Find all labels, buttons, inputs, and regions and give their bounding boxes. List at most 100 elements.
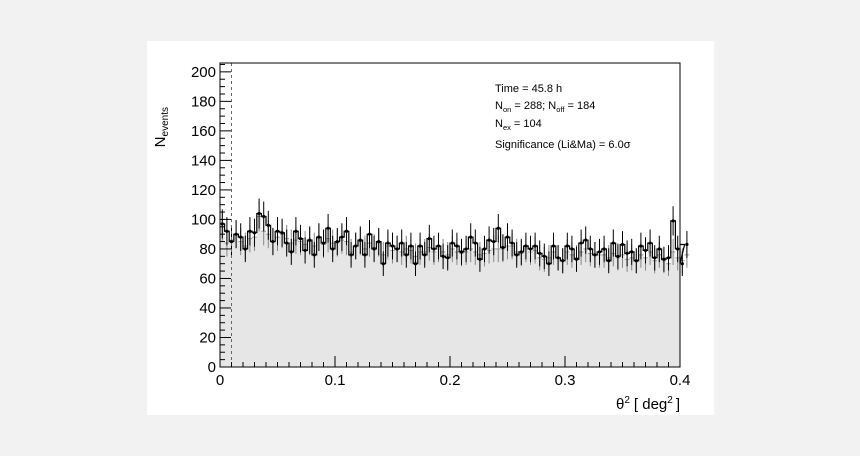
on-data-point <box>538 251 542 255</box>
on-data-point <box>528 247 533 251</box>
on-data-point <box>326 226 330 230</box>
on-data-point <box>409 244 413 248</box>
on-data-point <box>676 247 680 251</box>
on-data-point <box>335 239 339 244</box>
on-data-point <box>312 253 316 257</box>
on-data-point <box>400 241 404 245</box>
on-data-point <box>625 251 629 255</box>
on-data-point <box>349 253 353 257</box>
on-data-point <box>680 262 684 266</box>
on-data-point <box>639 244 643 248</box>
y-tick-label: 200 <box>191 64 216 81</box>
on-data-point <box>436 244 441 248</box>
on-data-point <box>630 250 634 254</box>
on-data-point <box>220 222 224 226</box>
on-data-point <box>358 238 362 242</box>
y-tick-label: 0 <box>208 359 216 376</box>
on-data-point <box>620 242 625 247</box>
on-data-point <box>671 219 675 223</box>
on-data-point <box>588 247 592 251</box>
n-on-off-label: Non = 288; Noff = 184 <box>495 100 595 114</box>
on-data-point <box>473 241 477 245</box>
on-data-point <box>257 211 261 216</box>
on-data-point <box>432 247 436 251</box>
on-data-point <box>280 231 284 235</box>
on-data-point <box>395 247 399 251</box>
statistics-box: Time = 45.8 h Non = 288; Noff = 184 Nex … <box>495 83 631 151</box>
time-label: Time = 45.8 h <box>495 83 562 95</box>
on-data-point <box>533 244 537 248</box>
on-data-point <box>266 223 270 227</box>
on-data-point <box>294 229 298 233</box>
y-tick-label: 140 <box>191 152 216 169</box>
on-data-point <box>418 244 422 248</box>
on-data-point <box>317 235 321 239</box>
on-data-point <box>455 244 459 248</box>
on-data-point <box>390 244 395 248</box>
on-data-point <box>685 242 689 247</box>
on-data-point <box>653 256 657 260</box>
on-data-point <box>561 259 565 263</box>
x-tick-label: 0.3 <box>555 372 576 389</box>
y-axis-title: Nevents <box>152 107 171 147</box>
on-data-point <box>234 232 238 236</box>
on-data-point <box>271 239 275 244</box>
on-data-point <box>372 247 376 251</box>
on-data-point <box>487 238 491 242</box>
on-data-point <box>551 244 556 248</box>
on-data-point <box>262 214 266 219</box>
x-tick-label: 0.1 <box>325 372 346 389</box>
on-data-point <box>611 241 615 245</box>
x-axis-title: θ2[ deg2] <box>616 395 680 413</box>
y-tick-label: 180 <box>191 93 216 110</box>
on-data-point <box>413 262 418 266</box>
on-data-point <box>662 257 666 261</box>
on-data-point <box>519 250 523 254</box>
theta2-histogram: 0 20 40 60 80 100 120 140 160 180 200 0 0.1 0.2 0.3 0.4… <box>152 62 690 413</box>
on-data-point <box>450 241 454 245</box>
on-data-point <box>469 235 473 239</box>
y-tick-label: 20 <box>199 329 216 346</box>
on-data-point <box>556 256 560 260</box>
on-data-point <box>303 248 307 253</box>
on-data-point <box>423 253 427 257</box>
on-data-point <box>643 248 648 253</box>
on-data-point <box>478 257 482 261</box>
on-data-point <box>510 241 514 245</box>
on-data-point <box>239 235 243 239</box>
on-data-point <box>459 250 464 254</box>
on-data-point <box>505 235 510 239</box>
on-data-point <box>634 259 638 263</box>
on-data-point <box>616 254 620 258</box>
on-data-point <box>584 238 588 242</box>
on-data-point <box>285 241 289 245</box>
on-data-point <box>344 229 349 233</box>
on-data-point <box>441 254 445 258</box>
on-data-point <box>367 232 372 236</box>
on-data-point <box>565 244 569 248</box>
y-tick-label: 60 <box>199 270 216 287</box>
on-data-point <box>331 247 335 251</box>
on-data-point <box>666 256 671 260</box>
on-data-point <box>464 247 468 251</box>
on-data-point <box>321 241 326 245</box>
on-data-point <box>593 253 597 257</box>
n-excess-label: Nex = 104 <box>495 118 542 132</box>
y-tick-label: 40 <box>199 300 216 317</box>
on-data-point <box>354 244 358 248</box>
on-data-point <box>243 247 247 251</box>
y-tick-label: 120 <box>191 182 216 199</box>
on-data-point <box>648 241 652 245</box>
y-tick-label: 160 <box>191 123 216 140</box>
on-data-point <box>579 241 583 245</box>
on-data-point <box>542 254 546 258</box>
x-tick-label: 0.2 <box>440 372 461 389</box>
on-data-point <box>289 250 293 254</box>
on-data-point <box>275 229 280 233</box>
on-data-point <box>482 247 487 251</box>
on-data-point <box>597 250 602 254</box>
on-data-point <box>515 253 519 257</box>
on-data-point <box>574 257 579 261</box>
on-data-point <box>248 229 252 233</box>
y-tick-label: 100 <box>191 211 216 228</box>
